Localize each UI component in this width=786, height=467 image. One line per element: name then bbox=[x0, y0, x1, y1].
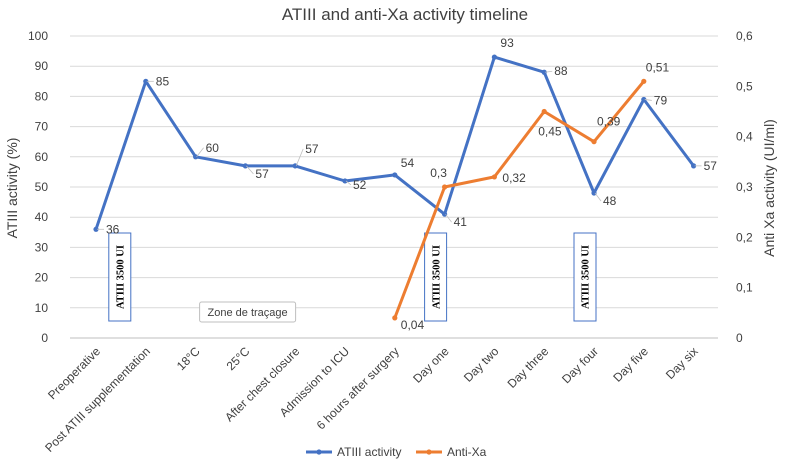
data-point-anti-xa bbox=[442, 184, 448, 190]
data-point-atiii bbox=[491, 54, 497, 60]
y-tick-label: 20 bbox=[35, 271, 49, 285]
leader-line bbox=[545, 70, 553, 73]
data-labels: 36 85 60 57 57 52 54 41 93 88 48 79 57 0,04 0,3 0,32 0,4… bbox=[97, 36, 717, 332]
data-label-anti-xa: 0,39 bbox=[597, 115, 621, 129]
legend-swatch-marker bbox=[426, 449, 432, 455]
data-point-atiii bbox=[242, 163, 248, 169]
data-label-atiii: 57 bbox=[305, 142, 319, 156]
y2-tick-label: 0,3 bbox=[736, 180, 753, 194]
leader-line bbox=[445, 213, 452, 223]
legend: ATIII activity Anti-Xa bbox=[306, 445, 487, 459]
y-axis-right-title: Anti Xa activity (UI/ml) bbox=[761, 119, 777, 257]
data-label-atiii: 36 bbox=[106, 222, 120, 236]
legend-label: ATIII activity bbox=[337, 445, 401, 459]
data-label-atiii: 57 bbox=[255, 167, 269, 181]
legend-swatch-marker bbox=[316, 449, 322, 455]
y-tick-label: 0 bbox=[41, 331, 48, 345]
data-label-atiii: 85 bbox=[156, 74, 170, 88]
data-label-anti-xa: 0,3 bbox=[430, 166, 447, 180]
legend-label: Anti-Xa bbox=[447, 445, 487, 459]
leader-line bbox=[246, 165, 254, 175]
data-point-atiii bbox=[442, 211, 448, 217]
dose-annotation-box bbox=[424, 232, 448, 322]
y-axis-right: 0 0,1 0,2 0,3 0,4 0,5 0,6 bbox=[736, 29, 753, 345]
y2-tick-label: 0,2 bbox=[736, 230, 753, 244]
dose-annotation-box bbox=[573, 232, 597, 322]
y2-tick-label: 0,4 bbox=[736, 130, 753, 144]
data-point-atiii bbox=[591, 190, 597, 196]
series-line-anti-xa bbox=[393, 79, 646, 320]
grid-lines bbox=[70, 35, 718, 339]
data-point-atiii bbox=[691, 163, 697, 169]
data-label-atiii: 48 bbox=[603, 194, 617, 208]
leader-line bbox=[196, 147, 204, 158]
data-label-atiii: 79 bbox=[654, 93, 668, 107]
data-label-atiii: 88 bbox=[554, 64, 568, 78]
y-tick-label: 10 bbox=[35, 301, 49, 315]
x-tick-label: Day six bbox=[663, 344, 701, 382]
plot-area-tooltip-text: Zone de traçage bbox=[208, 307, 288, 319]
y2-tick-label: 0 bbox=[736, 331, 743, 345]
leader-line bbox=[345, 180, 352, 186]
x-tick-label: 6 hours after surgery bbox=[314, 344, 402, 432]
y-tick-label: 80 bbox=[35, 89, 49, 103]
data-label-atiii: 60 bbox=[206, 141, 220, 155]
data-point-atiii bbox=[641, 96, 647, 103]
y-tick-label: 60 bbox=[35, 150, 49, 164]
y-axis-left: 0 10 20 30 40 50 60 70 80 90 100 bbox=[28, 29, 48, 345]
y-tick-label: 30 bbox=[35, 240, 49, 254]
data-label-anti-xa: 0,45 bbox=[538, 125, 562, 139]
x-tick-label: Day one bbox=[410, 344, 452, 386]
leader-line bbox=[594, 192, 602, 202]
data-point-atiii bbox=[541, 69, 547, 75]
data-point-anti-xa bbox=[641, 78, 647, 84]
series-layer bbox=[93, 54, 697, 321]
dose-annotation-text: ATIII 3500 UI bbox=[115, 245, 126, 309]
y-tick-label: 50 bbox=[35, 180, 49, 194]
plot-area-tooltip bbox=[199, 301, 297, 323]
data-label-atiii: 52 bbox=[353, 178, 367, 192]
y-tick-label: 90 bbox=[35, 59, 49, 73]
y2-tick-label: 0,5 bbox=[736, 79, 753, 93]
leader-line bbox=[644, 99, 652, 101]
x-tick-label: Day two bbox=[461, 344, 502, 385]
annotations: ATIII 3500 UI ATIII 3500 UI ATIII 3500 UI Z… bbox=[108, 232, 597, 323]
data-label-atiii: 57 bbox=[704, 159, 718, 173]
data-point-atiii bbox=[392, 172, 398, 178]
data-point-anti-xa bbox=[591, 139, 597, 145]
x-tick-label: Day five bbox=[610, 344, 651, 385]
data-point-atiii bbox=[93, 226, 99, 232]
data-point-anti-xa bbox=[541, 108, 547, 115]
x-tick-label: Post ATIII supplementation bbox=[42, 344, 153, 455]
y-axis-left-title: ATIII activity (%) bbox=[4, 138, 20, 239]
data-point-anti-xa bbox=[392, 315, 398, 321]
data-point-atiii bbox=[143, 78, 149, 84]
x-tick-label: 18°C bbox=[174, 344, 203, 373]
leader-line bbox=[295, 148, 304, 167]
x-tick-label: Day four bbox=[559, 344, 601, 386]
x-tick-label: 25°C bbox=[224, 344, 253, 373]
dose-annotation-text: ATIII 3500 UI bbox=[581, 245, 592, 309]
y-tick-label: 100 bbox=[28, 29, 48, 43]
data-label-atiii: 93 bbox=[500, 36, 514, 50]
data-point-anti-xa bbox=[491, 174, 497, 180]
data-point-atiii bbox=[342, 178, 348, 184]
data-label-atiii: 54 bbox=[401, 156, 415, 170]
data-point-atiii bbox=[193, 154, 199, 160]
data-label-anti-xa: 0,32 bbox=[502, 171, 526, 185]
x-tick-label: Day three bbox=[505, 344, 552, 391]
dose-annotation-text: ATIII 3500 UI bbox=[431, 245, 442, 309]
y-tick-label: 70 bbox=[35, 120, 49, 134]
data-label-anti-xa: 0,51 bbox=[646, 60, 670, 74]
data-label-anti-xa: 0,04 bbox=[401, 318, 425, 332]
y-tick-label: 40 bbox=[35, 210, 49, 224]
chart-title: ATIII and anti-Xa activity timeline bbox=[282, 5, 528, 24]
data-label-atiii: 41 bbox=[454, 215, 468, 229]
y2-tick-label: 0,6 bbox=[736, 29, 753, 43]
y2-tick-label: 0,1 bbox=[736, 281, 753, 295]
dose-annotation-box bbox=[108, 232, 132, 322]
